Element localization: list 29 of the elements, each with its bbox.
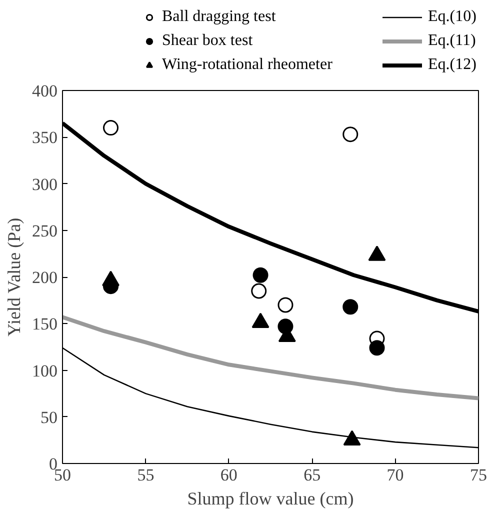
y-axis-title: Yield Value (Pa) [4, 218, 24, 336]
y-tick-label: 150 [32, 314, 58, 334]
x-tick-label: 75 [470, 466, 487, 484]
y-tick-label: 200 [32, 268, 58, 287]
x-tick-label: 70 [386, 466, 404, 484]
point [342, 126, 358, 142]
x-tick-label: 65 [304, 466, 321, 484]
legend-label: Eq.(11) [428, 31, 476, 51]
point [251, 283, 267, 299]
legend-label: Wing-rotational rheometer [162, 55, 332, 75]
legend-label: Ball dragging test [162, 7, 276, 27]
x-tick-label: 55 [137, 466, 154, 484]
legend-label: Eq.(10) [428, 7, 476, 27]
point [369, 340, 385, 356]
legend-label: Shear box test [162, 31, 253, 51]
x-axis-title: Slump flow value (cm) [187, 488, 354, 508]
y-tick-label: 250 [32, 221, 58, 240]
legend-label: Eq.(12) [428, 55, 476, 75]
point [252, 267, 268, 283]
x-tick-label: 60 [220, 466, 238, 484]
point [103, 120, 119, 136]
y-tick-label: 350 [32, 128, 58, 148]
y-tick-label: 100 [32, 361, 58, 380]
y-tick-label: 300 [32, 174, 58, 194]
line-series [62, 315, 478, 400]
y-tick-label: 50 [40, 408, 58, 427]
point [342, 299, 358, 315]
point [278, 297, 294, 313]
y-tick-label: 400 [32, 82, 58, 100]
